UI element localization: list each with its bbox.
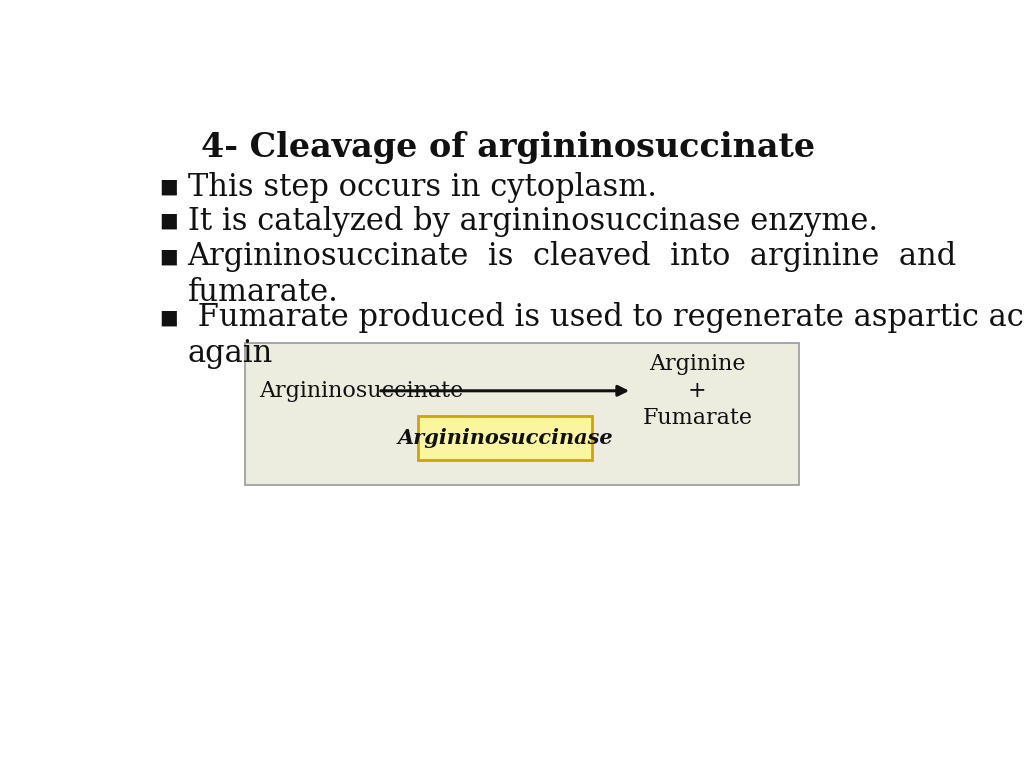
Text: 4- Cleavage of argininosuccinate: 4- Cleavage of argininosuccinate bbox=[201, 131, 815, 164]
Text: ▪: ▪ bbox=[158, 172, 179, 203]
Text: It is catalyzed by argininosuccinase enzyme.: It is catalyzed by argininosuccinase enz… bbox=[187, 206, 878, 237]
Text: Arginine
+
Fumarate: Arginine + Fumarate bbox=[642, 353, 753, 429]
Text: This step occurs in cytoplasm.: This step occurs in cytoplasm. bbox=[187, 172, 656, 203]
Text: Fumarate produced is used to regenerate aspartic acid
again: Fumarate produced is used to regenerate … bbox=[187, 302, 1024, 369]
Text: Argininosuccinase: Argininosuccinase bbox=[397, 428, 612, 448]
Text: ▪: ▪ bbox=[158, 241, 179, 272]
Bar bbox=[246, 343, 799, 485]
Text: ▪: ▪ bbox=[158, 302, 179, 333]
Text: Argininosuccinate  is  cleaved  into  arginine  and
fumarate.: Argininosuccinate is cleaved into argini… bbox=[187, 241, 956, 308]
Text: Argininosuccinate: Argininosuccinate bbox=[259, 380, 463, 402]
Bar bbox=[418, 416, 592, 460]
Text: ▪: ▪ bbox=[158, 206, 179, 237]
